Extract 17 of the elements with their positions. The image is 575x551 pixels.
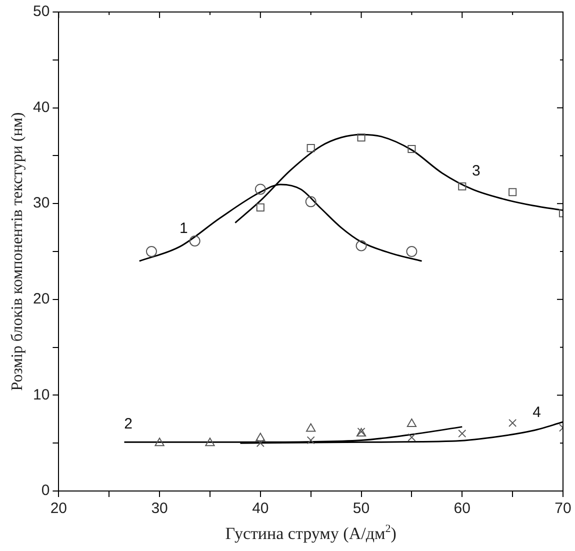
y-tick-label: 30 bbox=[32, 194, 50, 212]
x-tick-label: 40 bbox=[252, 500, 269, 518]
x-tick-label: 30 bbox=[151, 500, 168, 518]
x-tick-label: 50 bbox=[352, 500, 370, 518]
y-axis-title: Розмір блоків компонентів текстури (нм) bbox=[9, 112, 26, 391]
y-tick-label: 0 bbox=[41, 482, 50, 500]
annotation: 4 bbox=[532, 404, 541, 421]
x-tick-label: 20 bbox=[50, 500, 68, 518]
annotation: 3 bbox=[472, 162, 480, 180]
annotation: 2 bbox=[124, 415, 132, 432]
y-tick-label: 20 bbox=[32, 290, 50, 308]
y-tick-label: 40 bbox=[32, 98, 50, 116]
x-tick-label: 70 bbox=[554, 500, 572, 518]
y-tick-label: 50 bbox=[32, 3, 50, 20]
annotation: 1 bbox=[180, 220, 188, 237]
y-tick-label: 10 bbox=[32, 386, 50, 404]
x-tick-label: 60 bbox=[454, 500, 470, 518]
